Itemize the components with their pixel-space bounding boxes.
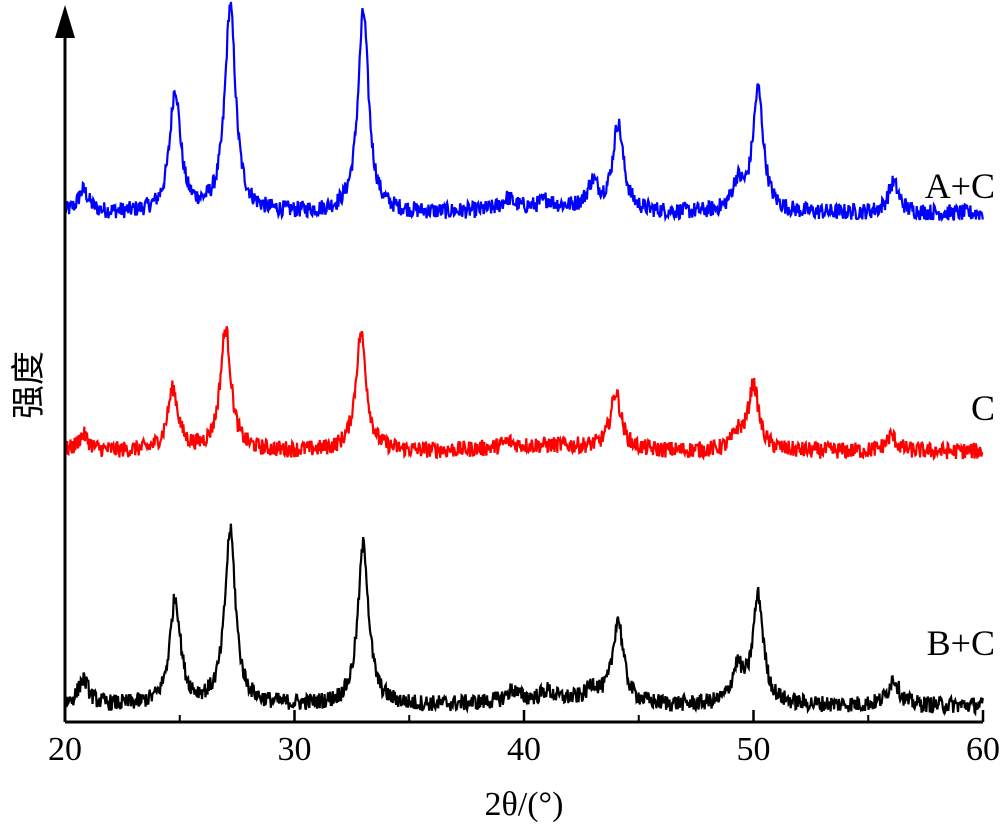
series-label-c: C [971, 388, 995, 428]
series-line-a-plus-c [63, 1, 984, 223]
y-axis-title: 强度 [10, 351, 48, 419]
series-label-a-plus-c: A+C [925, 166, 995, 206]
axes [55, 5, 983, 724]
x-tick-label: 50 [737, 731, 771, 768]
x-ticks: 20 30 40 50 60 [48, 710, 1000, 768]
series-curves [63, 1, 984, 717]
x-tick-label: 20 [48, 731, 82, 768]
series-label-b-plus-c: B+C [927, 623, 995, 663]
x-tick-label: 60 [966, 731, 1000, 768]
series-line-c [63, 326, 984, 462]
series-line-b-plus-c [63, 523, 984, 717]
x-tick-label: 40 [507, 731, 541, 768]
series-labels: A+C C B+C [925, 166, 995, 663]
x-tick-label: 30 [278, 731, 312, 768]
x-axis-title: 2θ/(°) [485, 786, 564, 823]
y-axis-arrow [55, 5, 75, 38]
